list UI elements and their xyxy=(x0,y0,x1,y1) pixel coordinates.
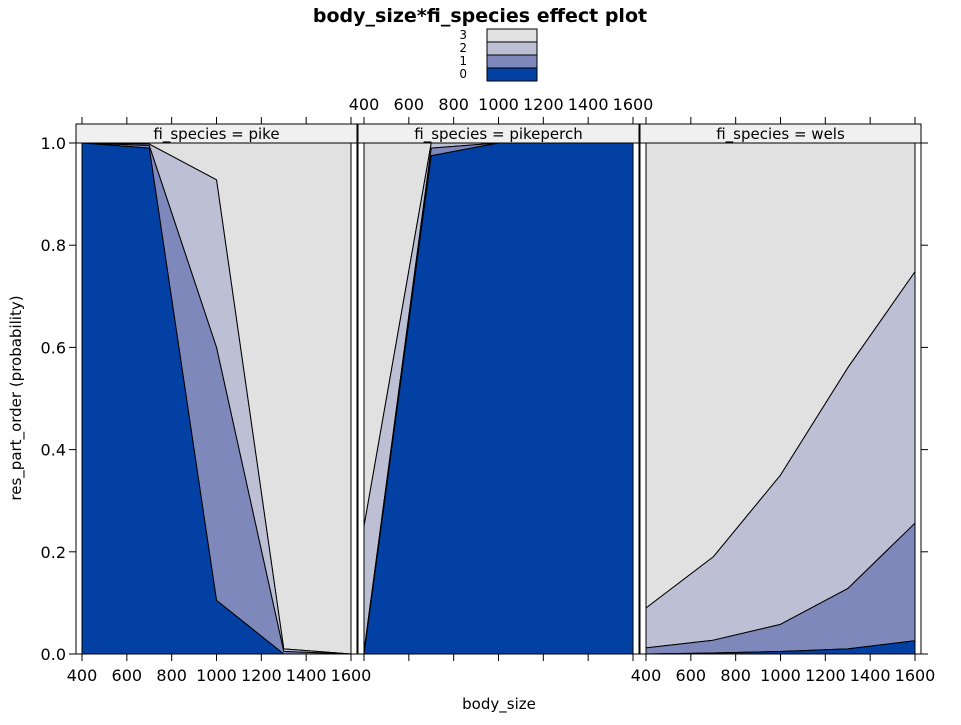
x-tick-label: 1400 xyxy=(850,666,891,685)
x-tick-label: 1600 xyxy=(331,666,372,685)
y-tick-label: 0.6 xyxy=(41,338,66,357)
x-tick-label: 800 xyxy=(720,666,751,685)
y-tick-label: 1.0 xyxy=(41,134,66,153)
x-tick-label: 1400 xyxy=(286,666,327,685)
y-tick-label: 0.8 xyxy=(41,236,66,255)
legend-swatch-2 xyxy=(486,41,538,56)
x-tick-label-top: 1600 xyxy=(613,95,654,114)
panel-strip-label: fi_species = pike xyxy=(153,125,279,144)
legend-label: 3 xyxy=(459,28,467,42)
panel-strip-label: fi_species = wels xyxy=(716,125,845,144)
legend-label: 2 xyxy=(459,41,467,55)
y-axis-label: res_part_order (probability) xyxy=(7,295,26,500)
y-tick-label: 0.2 xyxy=(41,543,66,562)
x-tick-label-top: 1200 xyxy=(523,95,564,114)
x-axis-label: body_size xyxy=(462,695,536,714)
x-tick-label-top: 800 xyxy=(438,95,469,114)
panel-1: fi_species = pike 400 600 800 1000 1200 1400 16… xyxy=(67,117,372,685)
y-tick-label: 0.0 xyxy=(41,645,66,664)
legend-label: 0 xyxy=(459,67,467,81)
x-tick-label: 1000 xyxy=(760,666,801,685)
axes: 0.0 0.2 0.4 0.6 0.8 1.0 xyxy=(41,134,928,664)
legend-label: 1 xyxy=(459,54,467,68)
x-tick-label: 600 xyxy=(112,666,143,685)
legend-swatch-3 xyxy=(486,28,538,43)
y-tick-label: 0.4 xyxy=(41,441,66,460)
x-tick-label: 1200 xyxy=(805,666,846,685)
x-tick-label: 1000 xyxy=(196,666,237,685)
x-tick-label-top: 400 xyxy=(349,95,380,114)
x-tick-label: 800 xyxy=(156,666,187,685)
legend-swatch-0 xyxy=(486,67,538,82)
x-tick-label: 400 xyxy=(631,666,662,685)
chart-title: body_size*fi_species effect plot xyxy=(313,5,647,27)
x-tick-label: 400 xyxy=(67,666,98,685)
x-tick-label: 1600 xyxy=(895,666,936,685)
panel-strip-label: fi_species = pikeperch xyxy=(414,125,583,144)
x-tick-label-top: 600 xyxy=(394,95,425,114)
x-tick-label: 600 xyxy=(676,666,707,685)
x-tick-label-top: 1400 xyxy=(568,95,609,114)
x-tick-label-top: 1000 xyxy=(478,95,519,114)
panel-3: fi_species = wels 400 600 800 1000 1200 1400 16… xyxy=(631,117,936,685)
x-tick-label: 1200 xyxy=(241,666,282,685)
legend-swatch-1 xyxy=(486,54,538,69)
